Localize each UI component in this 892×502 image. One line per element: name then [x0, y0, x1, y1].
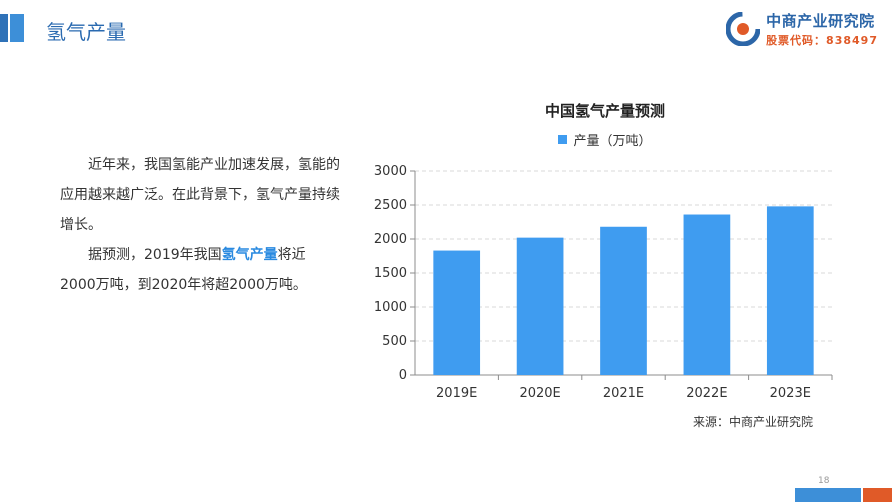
logo-icon [726, 12, 761, 46]
paragraph-2-highlight: 氢气产量 [221, 247, 278, 263]
x-tick-label: 2020E [519, 386, 560, 401]
bar-2022E [683, 214, 731, 375]
logo-name: 中商产业研究院 [766, 12, 875, 30]
x-tick-label: 2022E [686, 386, 727, 401]
chart-legend: 产量（万吨） [380, 130, 830, 149]
legend-label: 产量（万吨） [573, 134, 652, 149]
footer-bar-light [795, 488, 861, 502]
y-tick-label: 3000 [374, 164, 407, 179]
x-tick-label: 2021E [603, 386, 644, 401]
legend-swatch [558, 135, 568, 144]
logo-stock-code: 股票代码：838497 [766, 34, 878, 47]
y-tick-label: 2000 [374, 232, 407, 247]
body-text: 近年来，我国氢能产业加速发展，氢能的应用越来越广泛。在此背景下，氢气产量持续增长… [60, 150, 340, 300]
page-title: 氢气产量 [46, 20, 126, 44]
y-tick-label: 2500 [374, 198, 407, 213]
paragraph-2-post: 将近2000万吨，到2020年将超2000万吨。 [60, 247, 307, 293]
paragraph-2: 据预测，2019年我国氢气产量将近2000万吨，到2020年将超2000万吨。 [60, 240, 340, 300]
y-tick-label: 1000 [374, 300, 407, 315]
page-number: 18 [818, 476, 830, 486]
bar-2020E [516, 237, 564, 375]
paragraph-1: 近年来，我国氢能产业加速发展，氢能的应用越来越广泛。在此背景下，氢气产量持续增长… [60, 157, 340, 233]
x-tick-label: 2019E [436, 386, 477, 401]
y-tick-label: 0 [399, 368, 407, 383]
bar-2019E [433, 250, 481, 375]
bar-2021E [600, 226, 647, 375]
chart-title: 中国氢气产量预测 [544, 102, 665, 120]
x-tick-label: 2023E [770, 386, 811, 401]
company-logo: 中商产业研究院 股票代码：838497 [726, 10, 878, 48]
paragraph-2-pre: 据预测，2019年我国 [88, 247, 222, 263]
y-tick-label: 1500 [374, 266, 407, 281]
bar-2023E [766, 206, 814, 375]
header-accent-bar [0, 14, 8, 42]
header-accent-bar-light [10, 14, 24, 42]
footer-bar-accent [863, 488, 892, 502]
source-note: 来源：中商产业研究院 [693, 415, 814, 429]
y-tick-label: 500 [382, 334, 407, 349]
